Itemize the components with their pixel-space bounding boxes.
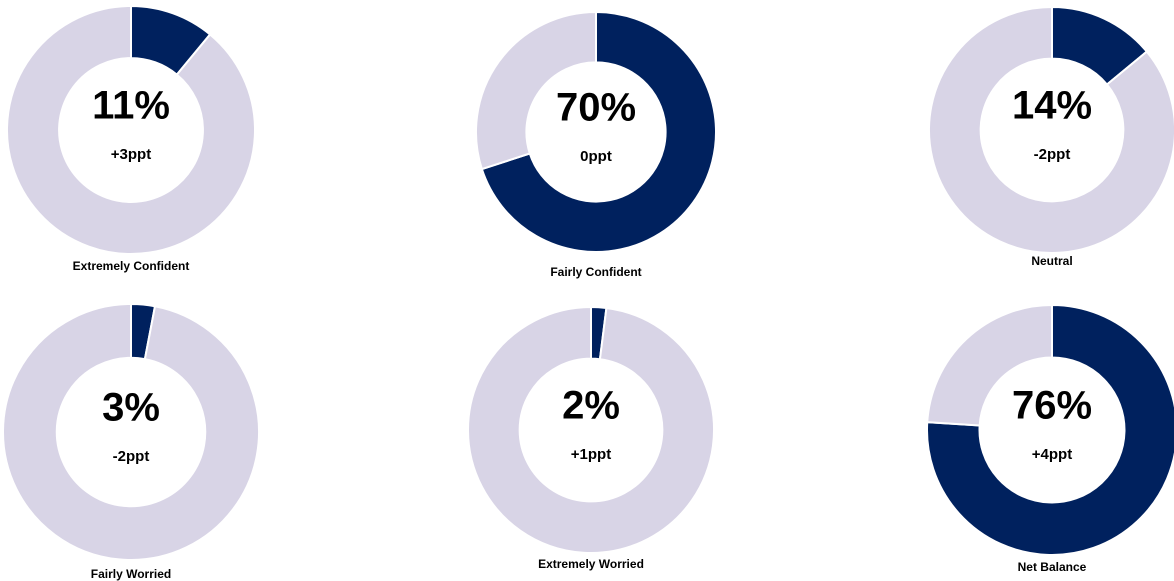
value-label: 11% <box>92 84 170 128</box>
value-label: 76% <box>1012 384 1092 428</box>
donut-segment <box>926 303 1053 427</box>
donut-segment <box>2 302 260 561</box>
donut-segment <box>475 10 597 171</box>
chart-title: Net Balance <box>1018 560 1087 574</box>
value-label: 3% <box>102 386 160 430</box>
change-annotation: -2ppt <box>113 448 150 465</box>
change-annotation: +4ppt <box>1032 446 1072 463</box>
donut-segment <box>6 4 256 255</box>
change-annotation: -2ppt <box>1034 146 1071 163</box>
chart-title: Neutral <box>1031 254 1072 268</box>
chart-title: Fairly Confident <box>550 265 641 279</box>
donut-segment <box>927 5 1174 254</box>
value-label: 2% <box>562 384 620 428</box>
value-label: 14% <box>1012 84 1092 128</box>
donut-segment <box>480 10 717 253</box>
donut-segment <box>467 305 715 554</box>
chart-title: Extremely Confident <box>73 259 190 273</box>
value-label: 70% <box>556 86 636 130</box>
change-annotation: +1ppt <box>571 446 611 463</box>
donut-segment <box>926 303 1174 556</box>
chart-title: Extremely Worried <box>538 557 644 571</box>
change-annotation: 0ppt <box>580 148 612 165</box>
change-annotation: +3ppt <box>111 146 151 163</box>
chart-title: Fairly Worried <box>91 567 171 581</box>
